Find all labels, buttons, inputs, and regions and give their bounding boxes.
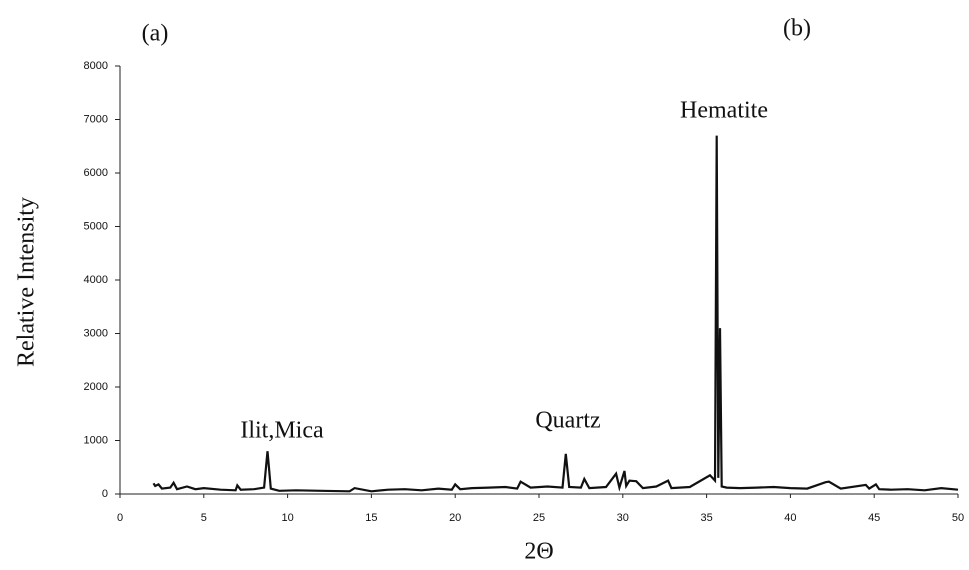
y-tick-label: 3000	[84, 327, 108, 339]
x-tick-label: 20	[449, 512, 461, 524]
x-axis-label: 2Θ	[524, 539, 553, 565]
peak-annotation: Ilit,Mica	[240, 418, 324, 444]
y-tick-label: 8000	[84, 60, 108, 72]
panel-label: (a)	[142, 21, 169, 47]
x-tick-label: 45	[868, 512, 880, 524]
data-line	[152, 135, 959, 493]
x-tick-label: 15	[365, 512, 377, 524]
y-tick-label: 2000	[84, 381, 108, 393]
y-tick-label: 0	[102, 488, 108, 500]
x-tick-label: 0	[117, 512, 123, 524]
peak-annotation: Quartz	[535, 408, 600, 434]
x-tick-label: 25	[533, 512, 545, 524]
x-tick-label: 30	[617, 512, 629, 524]
x-tick-label: 35	[700, 512, 712, 524]
x-tick-label: 50	[952, 512, 964, 524]
x-tick-label: 40	[784, 512, 796, 524]
x-tick-label: 5	[201, 512, 207, 524]
y-tick-label: 7000	[84, 113, 108, 125]
y-axis-label: Relative Intensity	[14, 197, 40, 367]
panel-label: (b)	[783, 16, 811, 42]
peak-annotation: Hematite	[680, 98, 768, 124]
y-tick-label: 6000	[84, 167, 108, 179]
y-tick-label: 5000	[84, 220, 108, 232]
x-tick-label: 10	[281, 512, 293, 524]
y-tick-label: 1000	[84, 434, 108, 446]
y-tick-label: 4000	[84, 274, 108, 286]
